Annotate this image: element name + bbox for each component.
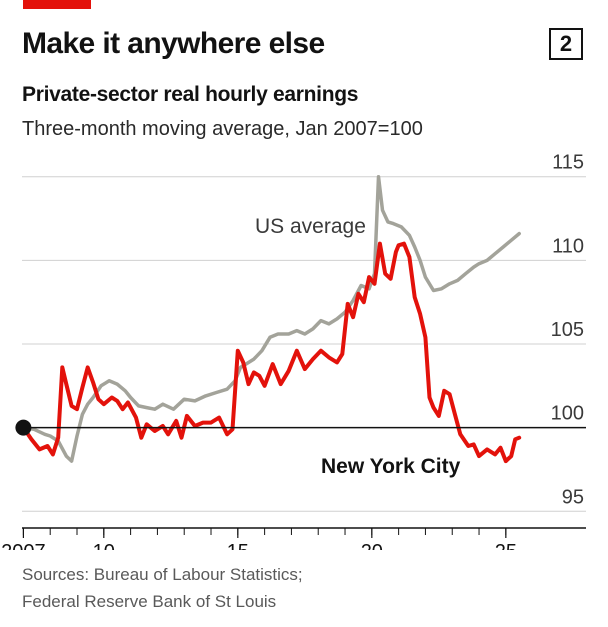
- chart-labels: 95 100 105 110 115 2007 10 15 20 25 US average New …: [1, 152, 584, 550]
- new-york-city-line: [21, 241, 522, 464]
- x-tick-label-20: 20: [361, 541, 383, 550]
- line-chart: 95 100 105 110 115 2007 10 15 20 25 US average New …: [1, 152, 586, 550]
- gridlines: [22, 176, 586, 538]
- x-tick-label-25: 25: [495, 541, 517, 550]
- y-tick-label-95: 95: [562, 486, 584, 508]
- x-tick-label-10: 10: [93, 541, 115, 550]
- y-tick-label-110: 110: [552, 235, 584, 257]
- x-tick-label-15: 15: [227, 541, 249, 550]
- source-note: Sources: Bureau of Labour Statistics; Fe…: [22, 561, 303, 615]
- us-average-label: US average: [255, 215, 366, 238]
- start-marker-dot: [15, 419, 32, 436]
- y-tick-label-105: 105: [551, 319, 584, 341]
- source-line-2: Federal Reserve Bank of St Louis: [22, 592, 277, 611]
- us-average-line: [21, 174, 521, 463]
- chart-subtitle: Private-sector real hourly earnings: [22, 83, 359, 106]
- chart-description: Three-month moving average, Jan 2007=100: [22, 118, 423, 140]
- brand-accent-bar: [23, 0, 91, 9]
- chart-title: Make it anywhere else: [22, 27, 325, 60]
- y-tick-label-100: 100: [551, 403, 584, 425]
- new-york-city-label: New York City: [321, 455, 461, 478]
- x-tick-label-2007: 2007: [1, 541, 46, 550]
- chart-number-badge: 2: [549, 28, 583, 60]
- series-lines: [15, 174, 586, 464]
- source-line-1: Sources: Bureau of Labour Statistics;: [22, 565, 303, 584]
- y-tick-label-115: 115: [552, 152, 584, 174]
